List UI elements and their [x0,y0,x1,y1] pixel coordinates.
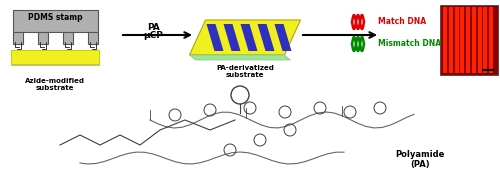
FancyBboxPatch shape [440,5,498,75]
Polygon shape [258,24,274,51]
FancyBboxPatch shape [472,7,476,73]
FancyBboxPatch shape [489,7,493,73]
Text: PDMS stamp: PDMS stamp [28,14,82,22]
FancyBboxPatch shape [11,61,99,65]
FancyBboxPatch shape [62,32,72,44]
FancyBboxPatch shape [12,32,22,44]
Polygon shape [224,24,240,51]
Text: μCP: μCP [143,31,163,41]
FancyBboxPatch shape [443,7,447,73]
FancyBboxPatch shape [454,7,458,73]
Text: Azide-modified
substrate: Azide-modified substrate [25,78,85,91]
Text: Match DNA: Match DNA [378,18,426,26]
FancyBboxPatch shape [449,7,453,73]
FancyBboxPatch shape [38,32,48,44]
Text: PA-derivatized
substrate: PA-derivatized substrate [216,65,274,78]
Polygon shape [190,55,290,60]
FancyBboxPatch shape [484,7,488,73]
Text: PA: PA [146,24,160,33]
Text: Polyamide
(PA): Polyamide (PA) [396,150,444,169]
FancyBboxPatch shape [12,10,98,32]
Text: Mismatch DNA: Mismatch DNA [378,39,441,49]
Polygon shape [190,20,300,55]
FancyBboxPatch shape [460,7,464,73]
FancyBboxPatch shape [478,7,482,73]
FancyBboxPatch shape [88,32,98,44]
Polygon shape [274,24,291,51]
Polygon shape [206,24,224,51]
FancyBboxPatch shape [466,7,470,73]
Polygon shape [240,24,258,51]
FancyBboxPatch shape [11,50,99,64]
